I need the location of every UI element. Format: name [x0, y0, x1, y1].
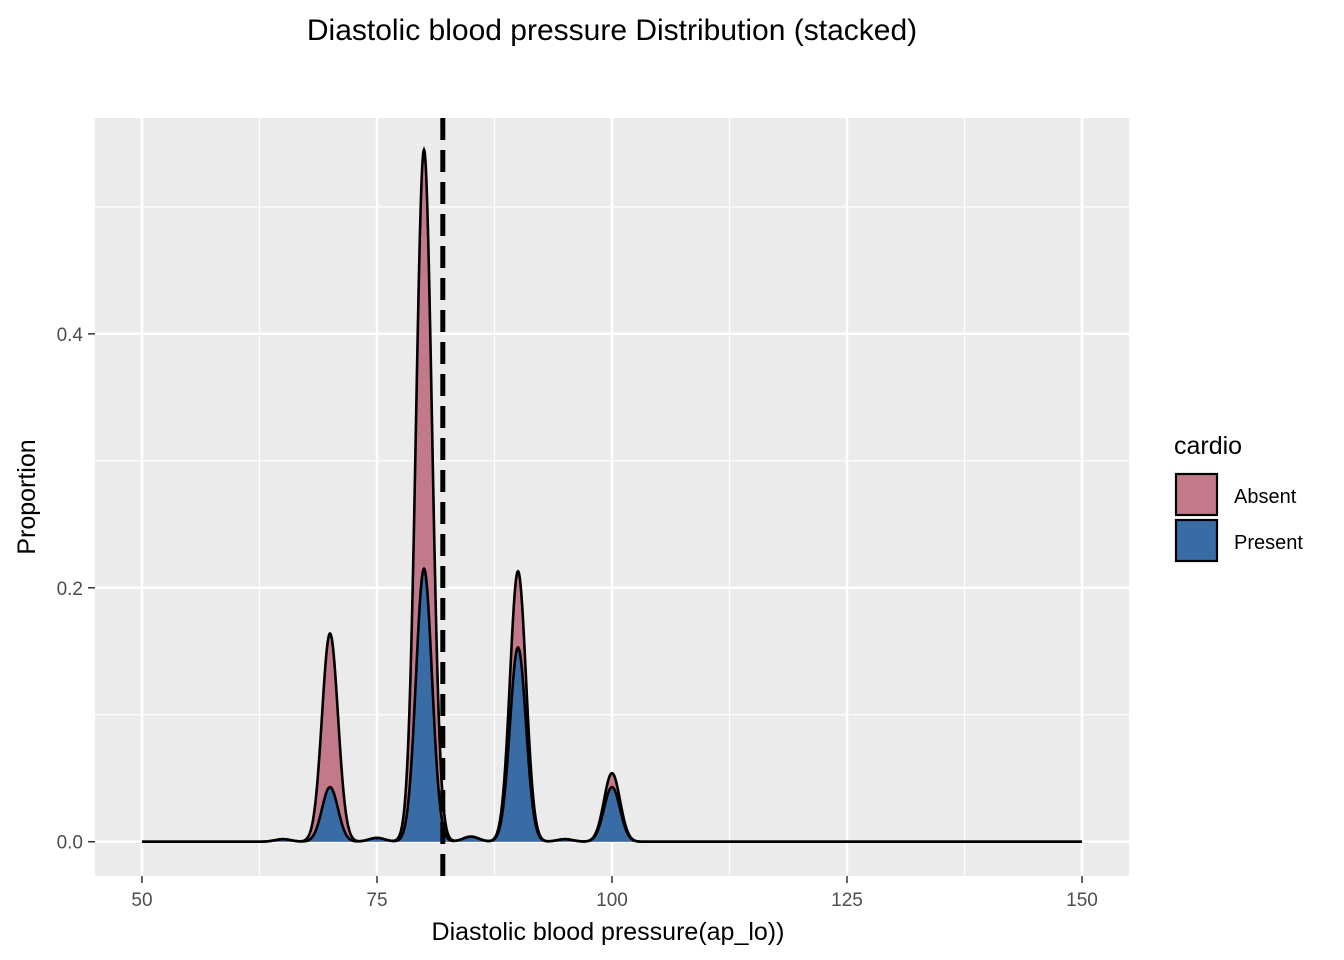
x-tick-label: 150: [1066, 890, 1098, 911]
y-tick-label: 0.0: [57, 833, 83, 854]
legend-title: cardio: [1174, 432, 1242, 460]
y-axis-title: Proportion: [13, 439, 41, 554]
legend-swatch-present: [1174, 518, 1219, 563]
x-tick-label: 125: [831, 890, 863, 911]
grid-major: [95, 118, 1129, 876]
legend-label-absent: Absent: [1234, 486, 1297, 508]
x-axis: 50 75 100 125 150: [131, 876, 1098, 911]
legend-swatch-absent: [1174, 472, 1219, 517]
y-tick-label: 0.4: [57, 325, 84, 346]
chart-title: Diastolic blood pressure Distribution (s…: [307, 14, 917, 47]
y-axis: 0.0 0.2 0.4: [57, 325, 95, 854]
x-axis-title: Diastolic blood pressure(ap_lo)): [432, 918, 785, 946]
x-tick-label: 50: [131, 890, 152, 911]
legend: cardio Absent Present: [1174, 432, 1303, 563]
x-tick-label: 100: [596, 890, 628, 911]
line-present: [142, 566, 1082, 844]
y-tick-label: 0.2: [57, 579, 83, 600]
x-tick-label: 75: [366, 890, 387, 911]
legend-label-present: Present: [1234, 532, 1303, 554]
